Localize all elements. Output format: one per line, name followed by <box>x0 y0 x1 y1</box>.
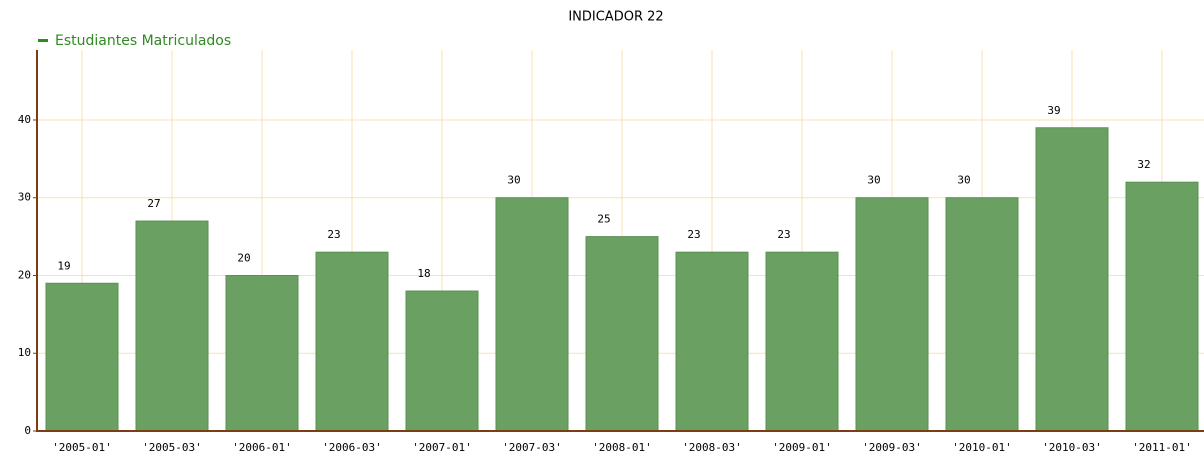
bar <box>495 197 569 432</box>
y-tick-label: 0 <box>24 424 31 437</box>
x-tick-label: '2010-03' <box>1042 441 1102 454</box>
x-tick-label: '2006-03' <box>322 441 382 454</box>
data-label: 30 <box>507 174 520 187</box>
bar <box>1125 181 1199 432</box>
y-tick-label: 40 <box>18 113 31 126</box>
bar <box>135 220 209 432</box>
data-label: 32 <box>1137 158 1150 171</box>
bar <box>765 251 839 432</box>
x-tick-label: '2009-03' <box>862 441 922 454</box>
x-tick-label: '2008-01' <box>592 441 652 454</box>
x-tick-label: '2006-01' <box>232 441 292 454</box>
x-tick-label: '2005-03' <box>142 441 202 454</box>
bar <box>585 236 659 432</box>
bar <box>225 274 299 432</box>
legend-swatch <box>38 39 48 42</box>
data-label: 20 <box>237 251 250 264</box>
data-label: 18 <box>417 267 430 280</box>
data-label: 30 <box>867 174 880 187</box>
data-label: 27 <box>147 197 160 210</box>
bar <box>315 251 389 432</box>
bar <box>945 197 1019 432</box>
chart-title: INDICADOR 22 <box>568 10 663 25</box>
bar <box>45 282 119 432</box>
y-tick-label: 30 <box>18 191 31 204</box>
data-label: 39 <box>1047 104 1060 117</box>
x-tick-label: '2009-01' <box>772 441 832 454</box>
x-tick-label: '2007-03' <box>502 441 562 454</box>
x-tick-label: '2007-01' <box>412 441 472 454</box>
data-label: 23 <box>687 228 700 241</box>
x-tick-label: '2008-03' <box>682 441 742 454</box>
data-label: 19 <box>57 259 70 272</box>
bar <box>675 251 749 432</box>
x-tick-label: '2011-01' <box>1132 441 1192 454</box>
data-label: 25 <box>597 213 610 226</box>
data-label: 23 <box>327 228 340 241</box>
x-tick-label: '2005-01' <box>52 441 112 454</box>
data-label: 23 <box>777 228 790 241</box>
bar <box>855 197 929 432</box>
y-tick-label: 20 <box>18 268 31 281</box>
legend-label: Estudiantes Matriculados <box>55 33 231 49</box>
y-tick-label: 10 <box>18 346 31 359</box>
x-tick-label: '2010-01' <box>952 441 1012 454</box>
data-label: 30 <box>957 174 970 187</box>
bar <box>405 290 479 432</box>
bar <box>1035 127 1109 432</box>
